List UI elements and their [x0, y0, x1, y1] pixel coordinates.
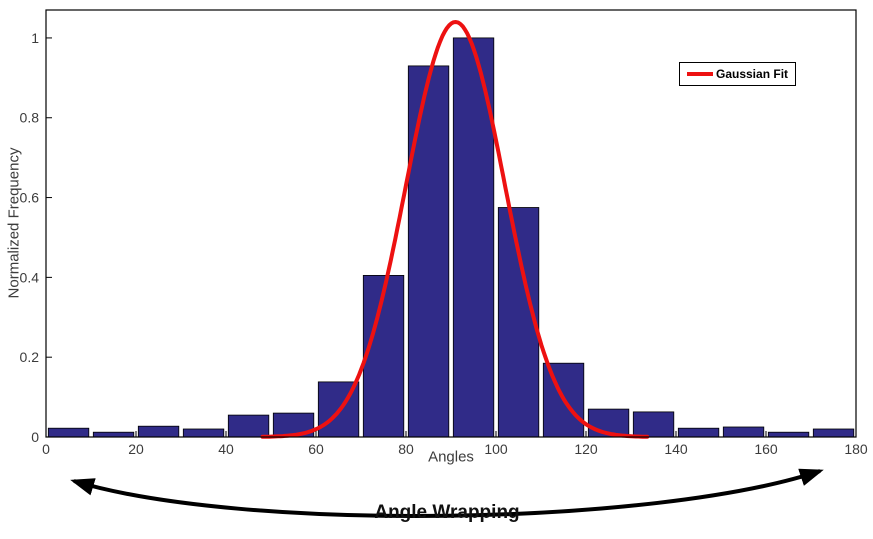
y-tick-label: 0.8 [20, 110, 40, 126]
histogram-bar [92, 431, 135, 438]
y-tick-label: 1 [31, 30, 39, 46]
x-tick-label: 80 [398, 441, 414, 457]
x-tick-label: 40 [218, 441, 234, 457]
histogram-bar [47, 427, 90, 438]
histogram-bar [407, 65, 450, 438]
legend: Gaussian Fit [679, 62, 797, 86]
x-tick-label: 180 [844, 441, 868, 457]
y-axis-label: Normalized Frequency [5, 147, 23, 299]
angle-wrapping-label: Angle Wrapping [374, 502, 520, 523]
y-tick-label: 0.6 [20, 190, 40, 206]
y-tick-label: 0.4 [20, 269, 40, 285]
gaussian-fit-line-icon [687, 72, 713, 76]
legend-label: Gaussian Fit [716, 67, 789, 81]
histogram-bar [227, 414, 270, 438]
histogram-bar [812, 428, 855, 438]
x-tick-label: 160 [754, 441, 778, 457]
histogram-bar [632, 411, 675, 438]
histogram-bar [137, 425, 180, 438]
gaussian-fit-curve [260, 20, 650, 439]
histogram-bar [497, 207, 540, 438]
x-axis-label: Angles [428, 448, 474, 466]
x-tick-label: 0 [42, 441, 50, 457]
histogram-bar [182, 428, 225, 438]
histogram-bar [677, 427, 720, 438]
x-tick-label: 140 [664, 441, 688, 457]
angle-wrapping-arrow [70, 468, 824, 518]
histogram-bar [452, 37, 495, 438]
histogram-bar [767, 431, 810, 438]
plot-frame [45, 9, 857, 438]
x-tick-label: 120 [574, 441, 598, 457]
histogram-bar [722, 426, 765, 438]
histogram-bar [362, 274, 405, 438]
x-tick-label: 100 [484, 441, 508, 457]
x-tick-label: 60 [308, 441, 324, 457]
x-tick-label: 20 [128, 441, 144, 457]
y-tick-label: 0.2 [20, 349, 40, 365]
y-tick-label: 0 [31, 429, 39, 445]
